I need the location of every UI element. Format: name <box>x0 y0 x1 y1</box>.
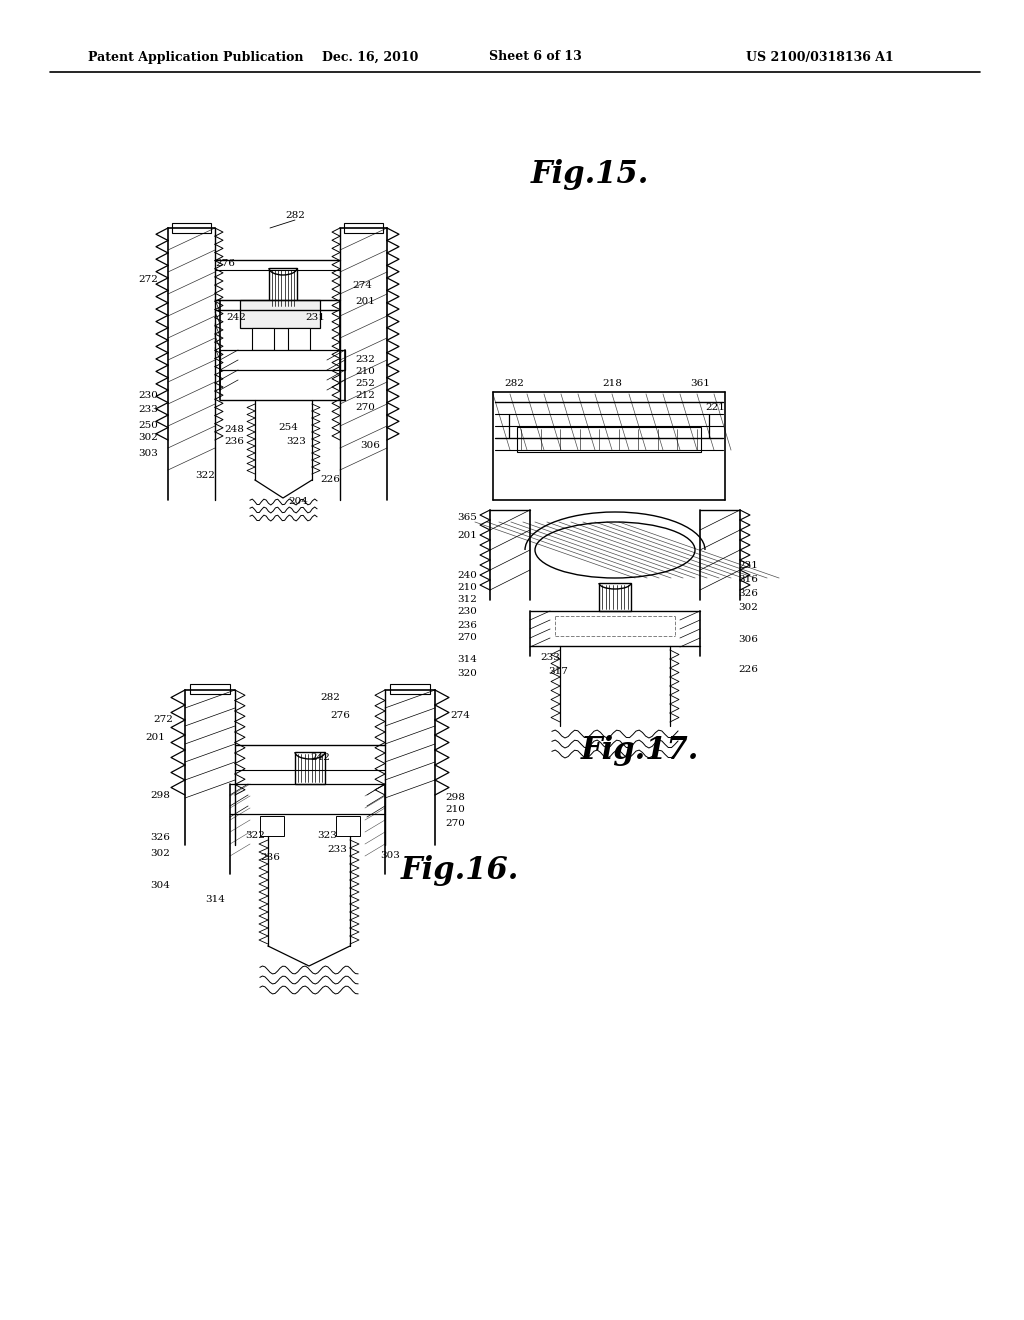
Bar <box>269 268 297 308</box>
Text: 272: 272 <box>153 715 173 725</box>
Text: 233: 233 <box>327 846 347 854</box>
Bar <box>240 300 319 327</box>
Text: 365: 365 <box>457 513 477 523</box>
Text: 298: 298 <box>151 791 170 800</box>
Text: 233: 233 <box>138 405 158 414</box>
Text: 231: 231 <box>305 314 325 322</box>
Bar <box>220 350 345 370</box>
Text: Fig.15.: Fig.15. <box>530 160 649 190</box>
Text: 306: 306 <box>738 635 758 644</box>
Text: 236: 236 <box>224 437 244 446</box>
Bar <box>517 426 701 451</box>
Text: 250: 250 <box>138 421 158 429</box>
Text: 326: 326 <box>738 589 758 598</box>
Text: 298: 298 <box>445 792 465 801</box>
Text: 306: 306 <box>360 441 380 450</box>
Text: 242: 242 <box>226 314 246 322</box>
Text: 302: 302 <box>738 602 758 611</box>
Text: 270: 270 <box>457 634 477 643</box>
Bar <box>599 583 631 611</box>
Text: 242: 242 <box>310 754 330 763</box>
Text: 248: 248 <box>224 425 244 434</box>
Text: 361: 361 <box>690 379 710 388</box>
Text: 317: 317 <box>548 668 568 676</box>
Text: 254: 254 <box>279 424 298 433</box>
Text: 320: 320 <box>457 668 477 677</box>
Text: 210: 210 <box>355 367 375 376</box>
Text: 240: 240 <box>457 570 477 579</box>
Text: Sheet 6 of 13: Sheet 6 of 13 <box>488 50 582 63</box>
Text: 323: 323 <box>286 437 306 446</box>
Text: 201: 201 <box>145 733 165 742</box>
Text: 231: 231 <box>738 561 758 569</box>
Bar <box>190 684 230 694</box>
Text: 226: 226 <box>738 665 758 675</box>
Text: 322: 322 <box>245 832 265 841</box>
Text: 314: 314 <box>457 656 477 664</box>
Bar <box>288 327 310 350</box>
Text: 302: 302 <box>138 433 158 441</box>
Text: 212: 212 <box>355 392 375 400</box>
Text: 210: 210 <box>457 582 477 591</box>
Text: 232: 232 <box>355 355 375 364</box>
Text: 218: 218 <box>602 379 622 388</box>
Text: 276: 276 <box>215 259 234 268</box>
Text: Fig.17.: Fig.17. <box>581 734 699 766</box>
Bar <box>295 752 325 784</box>
Text: 230: 230 <box>138 391 158 400</box>
Text: 282: 282 <box>285 210 305 219</box>
Text: 230: 230 <box>457 606 477 615</box>
Text: 252: 252 <box>355 380 375 388</box>
Text: 314: 314 <box>205 895 225 904</box>
Text: Dec. 16, 2010: Dec. 16, 2010 <box>322 50 418 63</box>
Bar <box>336 816 360 836</box>
Text: 201: 201 <box>355 297 375 306</box>
Bar <box>390 684 430 694</box>
Text: 274: 274 <box>352 281 372 289</box>
Text: 201: 201 <box>457 531 477 540</box>
Text: 270: 270 <box>445 818 465 828</box>
Text: 233: 233 <box>540 653 560 663</box>
Text: 302: 302 <box>151 849 170 858</box>
Bar <box>252 327 274 350</box>
Text: 322: 322 <box>195 470 215 479</box>
Text: 282: 282 <box>321 693 340 702</box>
Text: US 2100/0318136 A1: US 2100/0318136 A1 <box>746 50 894 63</box>
Text: 210: 210 <box>445 805 465 814</box>
Text: 204: 204 <box>288 498 308 507</box>
Ellipse shape <box>535 521 695 578</box>
Text: 236: 236 <box>260 854 280 862</box>
Text: 316: 316 <box>738 576 758 585</box>
Text: 274: 274 <box>451 710 470 719</box>
Text: 304: 304 <box>151 880 170 890</box>
Text: 236: 236 <box>457 620 477 630</box>
Text: Patent Application Publication: Patent Application Publication <box>88 50 303 63</box>
Text: 282: 282 <box>504 379 524 388</box>
Text: 323: 323 <box>317 832 337 841</box>
Text: 276: 276 <box>330 710 350 719</box>
Text: 303: 303 <box>138 450 158 458</box>
Text: 272: 272 <box>138 276 158 285</box>
Text: 303: 303 <box>380 850 400 859</box>
Text: 226: 226 <box>321 475 340 484</box>
Text: 270: 270 <box>355 404 375 412</box>
Text: Fig.16.: Fig.16. <box>400 854 519 886</box>
Text: 312: 312 <box>457 594 477 603</box>
Bar <box>172 223 211 234</box>
Text: 326: 326 <box>151 833 170 842</box>
Bar <box>344 223 383 234</box>
Text: 221: 221 <box>706 404 725 412</box>
Bar <box>260 816 284 836</box>
